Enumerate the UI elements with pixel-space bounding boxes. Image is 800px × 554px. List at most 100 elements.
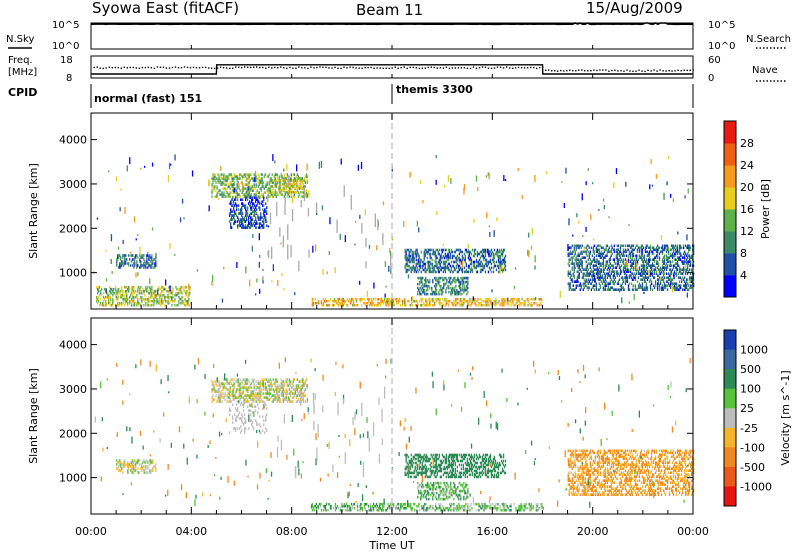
scatter-cell xyxy=(670,270,673,273)
scatter-cell xyxy=(318,161,320,169)
scatter-cell xyxy=(580,270,582,273)
nave-dot xyxy=(689,69,691,71)
scatter-cell xyxy=(650,264,653,267)
scatter-cell xyxy=(415,270,417,274)
scatter-cell xyxy=(664,244,667,248)
scatter-cell xyxy=(575,246,577,250)
scatter-cell xyxy=(432,297,434,301)
scatter-cell xyxy=(598,252,600,256)
scatter-cell xyxy=(651,270,654,273)
scatter-cell xyxy=(680,246,682,250)
scatter-cell xyxy=(341,303,344,307)
scatter-cell xyxy=(524,301,526,305)
scatter-cell xyxy=(122,293,124,297)
scatter-cell xyxy=(581,262,583,265)
scatter-cell xyxy=(656,248,659,252)
scatter-cell xyxy=(211,380,213,383)
scatter-cell xyxy=(605,272,607,275)
scatter-cell xyxy=(453,260,455,264)
scatter-cell xyxy=(595,272,597,275)
nave-dot xyxy=(451,67,454,69)
scatter-cell xyxy=(386,299,388,303)
scatter-cell xyxy=(127,469,129,472)
nave-dot xyxy=(310,66,312,68)
scatter-cell xyxy=(454,280,456,284)
scatter-cell xyxy=(576,264,578,267)
scatter-cell xyxy=(115,285,117,289)
scatter-cell xyxy=(325,299,328,303)
scatter-cell xyxy=(133,471,135,474)
scatter-cell xyxy=(229,394,231,397)
scatter-cell xyxy=(237,396,239,399)
scatter-cell xyxy=(296,173,298,176)
scatter-cell xyxy=(534,265,536,270)
scatter-cell xyxy=(301,178,303,182)
scatter-cell xyxy=(610,254,612,258)
scatter-cell xyxy=(656,282,659,285)
scatter-cell xyxy=(683,260,685,263)
scatter-cell xyxy=(541,299,543,303)
scatter-cell xyxy=(667,246,670,250)
scatter-cell xyxy=(578,254,580,258)
scatter-cell xyxy=(573,266,575,269)
scatter-cell xyxy=(576,213,578,218)
scatter-cell xyxy=(603,250,605,254)
scatter-cell xyxy=(151,299,153,303)
scatter-cell xyxy=(640,270,643,273)
scatter-cell xyxy=(604,274,606,277)
scatter-cell xyxy=(459,266,461,270)
scatter-cell xyxy=(265,210,267,213)
nave-dot xyxy=(412,66,414,69)
scatter-cell xyxy=(573,276,575,279)
scatter-cell xyxy=(463,276,465,280)
scatter-cell xyxy=(405,258,407,262)
scatter-cell xyxy=(518,299,520,303)
scatter-cell xyxy=(311,297,313,301)
scatter-cell xyxy=(254,204,256,207)
scatter-cell xyxy=(642,270,645,273)
scatter-cell xyxy=(271,185,273,188)
scatter-cell xyxy=(590,262,592,265)
scatter-cell xyxy=(137,467,139,470)
scatter-cell xyxy=(456,301,458,305)
scatter-cell xyxy=(607,274,609,277)
nave-dot xyxy=(331,67,333,69)
nave-dot xyxy=(590,70,592,72)
scatter-cell xyxy=(116,258,118,261)
nave-dot xyxy=(171,66,174,69)
scatter-cell xyxy=(119,459,121,462)
scatter-cell xyxy=(291,184,293,188)
scatter-cell xyxy=(356,303,359,307)
scatter-cell xyxy=(601,252,603,256)
scatter-cell xyxy=(155,463,157,466)
scatter-cell xyxy=(691,268,693,271)
scatter-cell xyxy=(151,254,153,257)
scatter-cell xyxy=(234,187,236,190)
scatter-cell xyxy=(475,270,478,274)
scatter-cell xyxy=(230,202,232,205)
scatter-cell xyxy=(643,280,646,283)
scatter-cell xyxy=(610,286,612,289)
scatter-cell xyxy=(496,248,499,252)
nave-dot xyxy=(439,67,442,69)
scatter-cell xyxy=(635,258,638,261)
scatter-cell xyxy=(440,268,442,272)
scatter-cell xyxy=(647,246,650,250)
scatter-cell xyxy=(684,286,686,289)
scatter-cell xyxy=(497,260,500,264)
scatter-cell xyxy=(638,246,641,250)
scatter-cell xyxy=(492,252,495,256)
scatter-cell xyxy=(417,286,419,290)
scatter-cell xyxy=(128,463,130,466)
scatter-cell xyxy=(409,250,411,254)
nave-dot xyxy=(418,67,420,70)
scatter-cell xyxy=(631,250,634,254)
scatter-cell xyxy=(448,280,450,284)
scatter-cell xyxy=(231,392,233,395)
scatter-cell xyxy=(103,291,105,295)
scatter-cell xyxy=(118,295,120,299)
nave-dot xyxy=(132,66,134,69)
scatter-cell xyxy=(171,291,173,295)
scatter-cell xyxy=(630,250,633,254)
scatter-cell xyxy=(427,260,429,264)
